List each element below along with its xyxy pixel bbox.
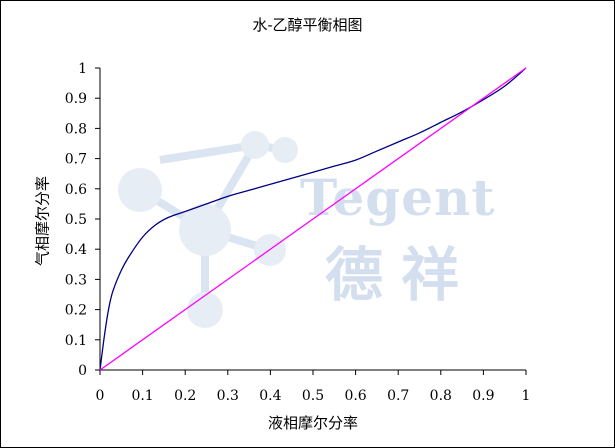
y-tick-label: 0.5	[65, 212, 87, 228]
y-tick-label: 0.2	[65, 303, 87, 319]
watermark-text: Tegent	[300, 168, 496, 227]
y-tick-label: 1	[78, 61, 87, 77]
ticks	[95, 67, 527, 375]
x-tick-label: 1	[522, 388, 531, 404]
series-layer	[99, 67, 527, 371]
x-axis-title: 液相摩尔分率	[267, 414, 358, 432]
x-tick-label: 0.2	[174, 388, 196, 404]
y-tick-label: 0.7	[65, 152, 87, 168]
y-tick-label: 0.1	[65, 333, 87, 349]
x-tick-label: 0.8	[430, 388, 452, 404]
series-line-1	[99, 67, 527, 371]
x-tick-label: 0	[96, 388, 105, 404]
y-tick-label: 0.9	[65, 91, 87, 107]
watermark-chinese: 德祥	[325, 241, 478, 309]
chart-title: 水-乙醇平衡相图	[252, 16, 363, 34]
y-tick-label: 0.4	[65, 242, 87, 258]
y-tick-label: 0.6	[65, 182, 87, 198]
x-tick-label: 0.9	[472, 388, 494, 404]
tick-labels: 0 0.1 0.2 0.3 0.4 0.5 0.6 0.7 0.8 0.9 1 0 0.1 0.2 0.3 0…	[65, 61, 531, 404]
x-tick-label: 0.6	[344, 388, 366, 404]
x-tick-label: 0.7	[387, 388, 409, 404]
y-tick-label: 0	[78, 363, 87, 379]
watermark-molecule-logo	[118, 131, 298, 328]
x-tick-label: 0.1	[131, 388, 153, 404]
x-tick-label: 0.5	[302, 388, 324, 404]
y-tick-label: 0.3	[65, 272, 87, 288]
x-tick-label: 0.3	[217, 388, 239, 404]
x-tick-label: 0.4	[259, 388, 281, 404]
series-line-2	[99, 67, 527, 371]
y-tick-label: 0.8	[65, 121, 87, 137]
